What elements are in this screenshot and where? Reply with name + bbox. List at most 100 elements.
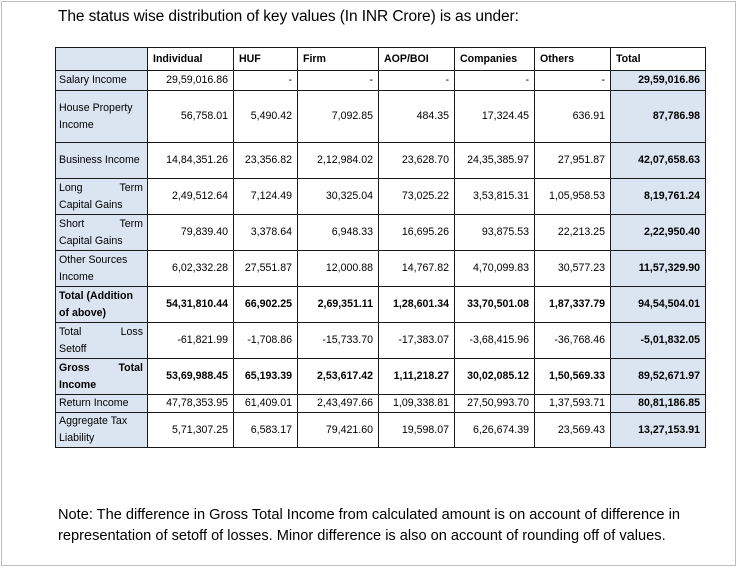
table-cell: 5,71,307.25 (147, 412, 234, 448)
table-row: Other Sources Income 6,02,332.28 27,551.87… (55, 250, 706, 287)
row-total-cell: 80,81,186.85 (610, 394, 706, 413)
row-label: Other Sources Income (55, 250, 148, 287)
table-row: Return Income 47,78,353.95 61,409.01 2,43,4… (55, 394, 706, 413)
table-cell: 73,025.22 (378, 178, 455, 215)
table-cell: - (297, 70, 379, 91)
table-row: Total (Addition of above) 54,31,810.44 66,… (55, 286, 706, 323)
table-cell: 14,767.82 (378, 250, 455, 287)
row-total-cell: 87,786.98 (610, 90, 706, 143)
table-cell: 1,28,601.34 (378, 286, 455, 323)
table-cell: 2,53,617.42 (297, 358, 379, 395)
row-total-cell: 8,19,761.24 (610, 178, 706, 215)
row-total-cell: -5,01,832.05 (610, 322, 706, 359)
table-cell: 23,356.82 (233, 142, 298, 179)
page-heading: The status wise distribution of key valu… (58, 8, 519, 25)
table-cell: 1,87,337.79 (534, 286, 611, 323)
table-cell: 1,37,593.71 (534, 394, 611, 413)
table-cell: 3,378.64 (233, 214, 298, 251)
table-cell: 33,70,501.08 (454, 286, 535, 323)
row-total-cell: 94,54,504.01 (610, 286, 706, 323)
header-firm: Firm (297, 47, 379, 71)
table-cell: 4,70,099.83 (454, 250, 535, 287)
row-label-line: Capital Gains (59, 198, 123, 211)
row-label-line: Long Term (59, 181, 143, 194)
header-aop-boi: AOP/BOI (378, 47, 455, 71)
header-total: Total (610, 47, 706, 71)
row-total-cell: 13,27,153.91 (610, 412, 706, 448)
table-cell: 636.91 (534, 90, 611, 143)
table-cell: -1,708.86 (233, 322, 298, 359)
table-cell: 7,092.85 (297, 90, 379, 143)
table-cell: 23,569.43 (534, 412, 611, 448)
distribution-table: Individual HUF Firm AOP/BOI Companies Ot… (55, 47, 706, 448)
table-cell: 17,324.45 (454, 90, 535, 143)
header-companies: Companies (454, 47, 535, 71)
table-cell: 14,84,351.26 (147, 142, 234, 179)
header-individual: Individual (147, 47, 234, 71)
row-total-cell: 2,22,950.40 (610, 214, 706, 251)
table-cell: 27,951.87 (534, 142, 611, 179)
row-label: Aggregate Tax Liability (55, 412, 148, 448)
table-cell: -3,68,415.96 (454, 322, 535, 359)
table-cell: 93,875.53 (454, 214, 535, 251)
table-cell: -17,383.07 (378, 322, 455, 359)
table-cell: - (454, 70, 535, 91)
table-cell: 16,695.26 (378, 214, 455, 251)
row-label-line: Income (59, 378, 97, 391)
table-cell: 484.35 (378, 90, 455, 143)
table-cell: 30,577.23 (534, 250, 611, 287)
table-cell: 7,124.49 (233, 178, 298, 215)
table-cell: 30,02,085.12 (454, 358, 535, 395)
row-total-cell: 29,59,016.86 (610, 70, 706, 91)
row-total-cell: 11,57,329.90 (610, 250, 706, 287)
table-cell: 19,598.07 (378, 412, 455, 448)
table-row: Aggregate Tax Liability 5,71,307.25 6,583.… (55, 412, 706, 448)
table-cell: 6,26,674.39 (454, 412, 535, 448)
table-cell: 1,11,218.27 (378, 358, 455, 395)
row-label: Gross Total Income (55, 358, 148, 395)
table-cell: 53,69,988.45 (147, 358, 234, 395)
row-label: Business Income (55, 142, 148, 179)
table-cell: 66,902.25 (233, 286, 298, 323)
table-cell: 79,839.40 (147, 214, 234, 251)
table-row: Long Term Capital Gains 2,49,512.64 7,124.49… (55, 178, 706, 215)
table-cell: -15,733.70 (297, 322, 379, 359)
table-cell: - (233, 70, 298, 91)
row-label-line: Gross Total (59, 361, 143, 374)
footnote: Note: The difference in Gross Total Inco… (58, 507, 680, 544)
row-label: Return Income (55, 394, 148, 413)
table-cell: 27,551.87 (233, 250, 298, 287)
table-cell: -61,821.99 (147, 322, 234, 359)
header-huf: HUF (233, 47, 298, 71)
table-cell: 2,69,351.11 (297, 286, 379, 323)
table-cell: 65,193.39 (233, 358, 298, 395)
table-cell: 47,78,353.95 (147, 394, 234, 413)
table-row: Salary Income 29,59,016.86- - - - -29,59,016.… (55, 70, 706, 91)
table-cell: - (378, 70, 455, 91)
row-label: Long Term Capital Gains (55, 178, 148, 215)
table-cell: 2,49,512.64 (147, 178, 234, 215)
table-cell: 3,53,815.31 (454, 178, 535, 215)
table-cell: 30,325.04 (297, 178, 379, 215)
table-cell: 1,50,569.33 (534, 358, 611, 395)
table-cell: 12,000.88 (297, 250, 379, 287)
table-cell: 29,59,016.86 (147, 70, 234, 91)
table-cell: 2,43,497.66 (297, 394, 379, 413)
table-cell: -36,768.46 (534, 322, 611, 359)
table-header-row: Individual HUF Firm AOP/BOI Companies Ot… (55, 47, 706, 71)
table-row: Business Income 14,84,351.26 23,356.82 2,12… (55, 142, 706, 179)
row-label-line: Total Loss (59, 325, 143, 338)
table-row: Short Term Capital Gains 79,839.40 3,378.64 6… (55, 214, 706, 251)
table-cell: - (534, 70, 611, 91)
header-others: Others (534, 47, 611, 71)
table-cell: 2,12,984.02 (297, 142, 379, 179)
table-cell: 61,409.01 (233, 394, 298, 413)
row-label-line: Capital Gains (59, 234, 123, 247)
table-cell: 5,490.42 (233, 90, 298, 143)
row-total-cell: 42,07,658.63 (610, 142, 706, 179)
row-label: Total (Addition of above) (55, 286, 148, 323)
table-cell: 79,421.60 (297, 412, 379, 448)
header-corner (55, 47, 148, 71)
table-row: House Property Income 56,758.01 5,490.42 7,… (55, 90, 706, 143)
